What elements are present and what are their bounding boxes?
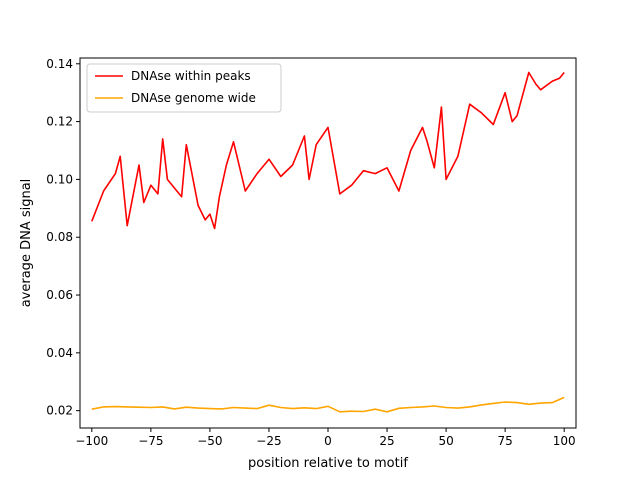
legend-label-within-peaks: DNAse within peaks (131, 69, 251, 83)
series-layer (91, 71, 565, 413)
x-tick-label: −100 (75, 434, 108, 448)
legend-label-genome-wide: DNAse genome wide (131, 91, 256, 105)
x-tick-label: 50 (438, 434, 453, 448)
x-tick-label: −75 (138, 434, 163, 448)
x-tick-label: 100 (553, 434, 576, 448)
x-axis: −100 −75 −50 −25 0 25 50 75 100 (75, 428, 576, 448)
legend-box (86, 63, 282, 113)
y-axis-label: average DNA signal (19, 179, 34, 308)
y-tick-label: 0.08 (46, 230, 73, 244)
series-line-dnase-genome-wide (91, 396, 565, 413)
x-axis-label: position relative to motif (248, 456, 408, 471)
x-tick-label: 25 (379, 434, 394, 448)
series-line-dnase-within-peaks (91, 71, 565, 230)
y-tick-label: 0.12 (46, 115, 73, 129)
y-tick-label: 0.02 (46, 404, 73, 418)
x-tick-label: −25 (256, 434, 281, 448)
y-tick-label: 0.14 (46, 57, 73, 71)
y-tick-label: 0.04 (46, 346, 73, 360)
x-tick-label: 0 (324, 434, 332, 448)
legend: DNAse within peaks DNAse genome wide (86, 63, 282, 113)
y-axis: 0.02 0.04 0.06 0.08 0.10 0.12 0.14 (46, 57, 80, 418)
x-tick-label: −50 (197, 434, 222, 448)
y-tick-label: 0.10 (46, 172, 73, 186)
y-tick-label: 0.06 (46, 288, 73, 302)
x-tick-label: 75 (498, 434, 513, 448)
